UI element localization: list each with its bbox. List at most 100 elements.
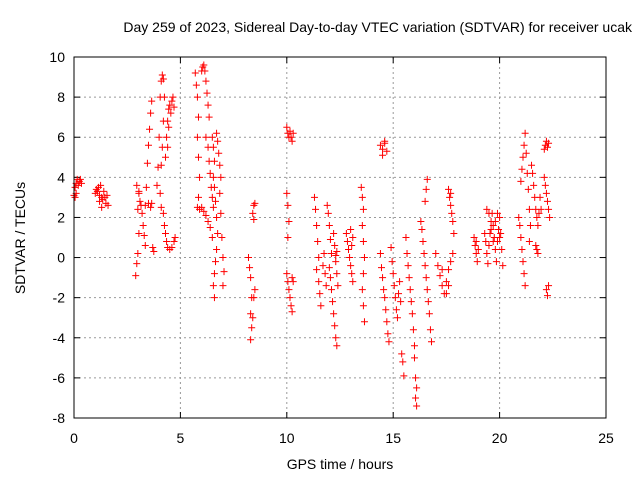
data-point-plus [138, 209, 146, 217]
data-point-plus [408, 310, 416, 318]
data-point-plus [499, 262, 507, 270]
data-point-plus [498, 246, 506, 254]
data-point-plus [491, 246, 499, 254]
data-point-plus [159, 209, 167, 217]
data-point-plus [533, 246, 541, 254]
data-point-plus [213, 213, 221, 221]
data-point-plus [283, 270, 291, 278]
data-point-plus [158, 71, 166, 79]
data-point-plus [208, 193, 216, 201]
y-tick-label: -4 [53, 330, 66, 346]
data-point-plus [403, 250, 411, 258]
data-point-plus [213, 246, 221, 254]
data-point-plus [204, 101, 212, 109]
data-point-plus [210, 294, 218, 302]
data-point-plus [168, 244, 176, 252]
data-point-plus [330, 229, 338, 237]
data-point-plus [210, 157, 218, 165]
data-point-plus [515, 213, 523, 221]
data-point-plus [519, 153, 527, 161]
data-point-plus [521, 129, 529, 137]
data-point-plus [495, 225, 503, 233]
data-point-plus [140, 231, 148, 239]
data-point-plus [484, 260, 492, 268]
data-point-plus [425, 310, 433, 318]
data-point-plus [333, 248, 341, 256]
data-point-plus [93, 187, 101, 195]
data-point-plus [204, 217, 212, 225]
data-point-plus [163, 133, 171, 141]
data-point-plus [442, 290, 450, 298]
data-point-plus [202, 211, 210, 219]
data-point-plus [545, 205, 553, 213]
data-point-plus [524, 185, 532, 193]
data-point-plus [343, 238, 351, 246]
data-point-plus [396, 278, 404, 286]
data-point-plus [530, 181, 538, 189]
data-point-plus [491, 217, 499, 225]
data-point-plus [419, 238, 427, 246]
data-point-plus [400, 372, 408, 380]
data-point-plus [360, 254, 368, 262]
data-point-plus [212, 197, 220, 205]
data-point-plus [216, 189, 224, 197]
data-point-plus [133, 181, 141, 189]
data-point-plus [250, 215, 258, 223]
data-point-plus [155, 133, 163, 141]
data-point-plus [388, 258, 396, 266]
data-point-plus [315, 278, 323, 286]
data-point-plus [519, 258, 527, 266]
data-point-plus [170, 103, 178, 111]
data-point-plus [136, 197, 144, 205]
data-point-plus [545, 282, 553, 290]
data-point-plus [420, 250, 428, 258]
data-point-plus [200, 61, 208, 69]
data-point-plus [436, 272, 444, 280]
data-point-plus [98, 203, 106, 211]
data-point-plus [404, 262, 412, 270]
data-point-plus [194, 193, 202, 201]
data-point-plus [286, 294, 294, 302]
data-point-plus [473, 258, 481, 266]
data-point-plus [381, 137, 389, 145]
data-point-plus [310, 193, 318, 201]
data-point-plus [320, 250, 328, 258]
data-point-plus [285, 286, 293, 294]
data-point-plus [398, 350, 406, 358]
data-point-plus [360, 318, 368, 326]
data-point-plus [153, 181, 161, 189]
data-point-plus [209, 203, 217, 211]
data-point-plus [445, 282, 453, 290]
data-points [70, 61, 554, 410]
data-point-plus [470, 234, 478, 241]
data-point-plus [421, 262, 429, 270]
data-point-plus [380, 286, 388, 294]
data-point-plus [359, 238, 367, 246]
data-point-plus [159, 75, 167, 83]
data-point-plus [206, 223, 214, 231]
data-point-plus [247, 336, 255, 344]
data-point-plus [379, 145, 387, 153]
data-point-plus [206, 169, 214, 177]
data-point-plus [472, 238, 480, 246]
data-point-plus [219, 282, 227, 290]
data-point-plus [518, 165, 526, 173]
data-point-plus [525, 238, 533, 246]
data-point-plus [319, 262, 327, 270]
data-point-plus [216, 161, 224, 169]
data-point-plus [518, 246, 526, 254]
data-point-plus [332, 252, 340, 260]
data-point-plus [450, 229, 458, 237]
data-point-plus [449, 217, 457, 225]
data-point-plus [210, 270, 218, 278]
data-point-plus [543, 292, 551, 300]
data-point-plus [376, 250, 384, 258]
data-point-plus [483, 205, 491, 213]
data-point-plus [390, 282, 398, 290]
data-point-plus [288, 274, 296, 282]
data-point-plus [348, 242, 356, 250]
data-point-plus [288, 308, 296, 316]
data-point-plus [246, 264, 254, 272]
data-point-plus [219, 254, 227, 262]
data-point-plus [545, 139, 553, 147]
